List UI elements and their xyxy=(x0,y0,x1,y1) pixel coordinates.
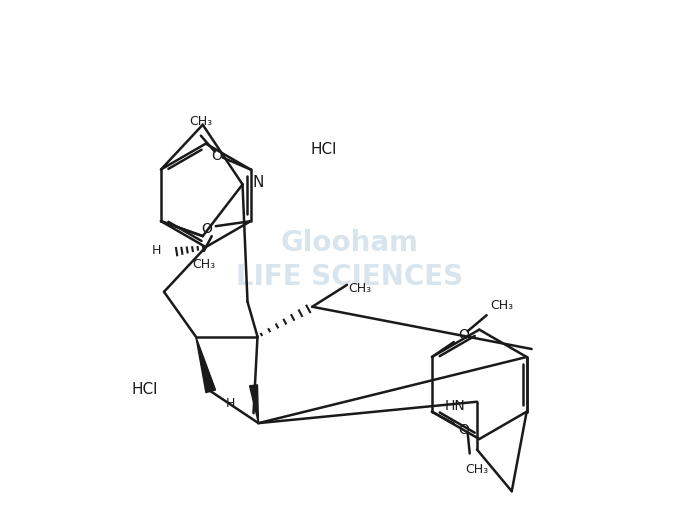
Text: Glooham
LIFE SCIENCES: Glooham LIFE SCIENCES xyxy=(237,229,464,291)
Text: O: O xyxy=(458,328,469,342)
Text: CH₃: CH₃ xyxy=(192,258,215,271)
Text: N: N xyxy=(253,175,264,190)
Text: O: O xyxy=(201,222,212,236)
Text: O: O xyxy=(212,149,222,163)
Text: CH₃: CH₃ xyxy=(349,282,372,295)
Text: HCl: HCl xyxy=(310,142,337,157)
Polygon shape xyxy=(196,336,216,393)
Text: CH₃: CH₃ xyxy=(490,299,513,312)
Text: CH₃: CH₃ xyxy=(189,115,212,128)
Text: HN: HN xyxy=(444,399,465,413)
Text: H: H xyxy=(226,397,235,410)
Text: H: H xyxy=(152,243,161,256)
Text: O: O xyxy=(458,423,469,437)
Text: CH₃: CH₃ xyxy=(465,463,488,476)
Polygon shape xyxy=(250,385,258,423)
Text: HCl: HCl xyxy=(131,382,157,397)
